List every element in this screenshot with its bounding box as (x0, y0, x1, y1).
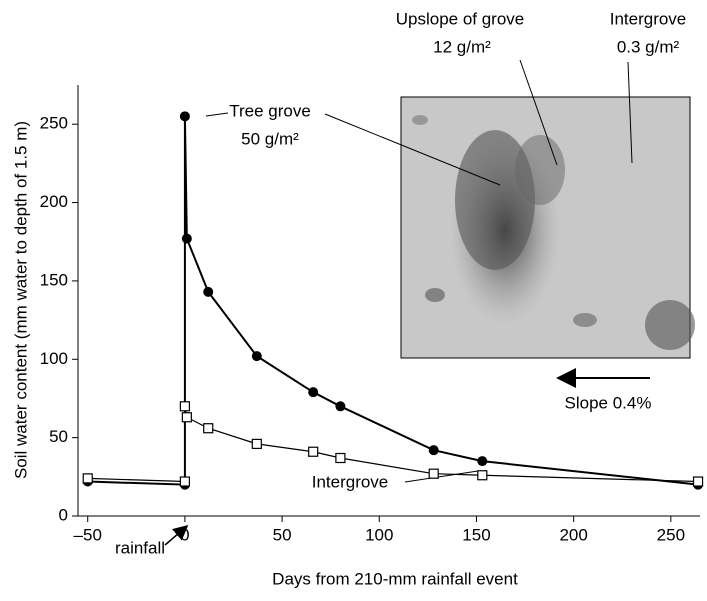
leader-line (627, 61, 633, 164)
point (335, 401, 346, 412)
x-tick-label: –50 (74, 525, 102, 544)
x-axis-title: Days from 210-mm rainfall event (272, 569, 518, 588)
rainfall-arrow (164, 525, 189, 546)
x-tick-label: 0 (180, 525, 189, 544)
point (82, 473, 93, 484)
point (179, 476, 191, 487)
x-tick-label: 250 (657, 525, 685, 544)
point (692, 476, 704, 487)
point (335, 452, 346, 464)
x-tick-label: 50 (273, 525, 292, 544)
y-tick-label: 50 (49, 427, 68, 446)
annotation: Intergrove (610, 9, 687, 28)
photo (400, 96, 695, 359)
point (203, 423, 214, 434)
x-tick-label: 100 (365, 525, 393, 544)
leader-line (404, 470, 479, 483)
y-tick-label: 200 (40, 192, 68, 211)
point (308, 446, 319, 457)
leader-line (519, 59, 558, 166)
point (251, 438, 262, 450)
point (179, 111, 190, 122)
series-label: Tree grove (229, 101, 311, 120)
point (181, 412, 192, 423)
annotation: Slope 0.4% (565, 393, 652, 412)
y-tick-label: 150 (40, 270, 68, 289)
annotation: rainfall (115, 538, 165, 557)
annotation: 50 g/m² (241, 129, 299, 148)
point (477, 456, 488, 467)
point (181, 233, 192, 244)
point (428, 468, 439, 479)
annotation: 12 g/m² (433, 37, 491, 56)
series-label: Intergrove (312, 472, 389, 491)
y-axis-title: Soil water content (mm water to depth of… (11, 121, 30, 479)
leader-line (324, 113, 501, 186)
point (203, 286, 214, 297)
annotation: Upslope of grove (396, 9, 525, 28)
x-tick-label: 200 (559, 525, 587, 544)
point (428, 445, 439, 456)
x-tick-label: 150 (462, 525, 490, 544)
series-line (87, 406, 699, 483)
y-tick-label: 100 (40, 349, 68, 368)
point (308, 387, 319, 398)
leader-line (205, 112, 229, 117)
point (251, 351, 262, 362)
annotation: 0.3 g/m² (617, 37, 680, 56)
y-tick-label: 0 (59, 505, 68, 524)
point (477, 470, 488, 481)
y-tick-label: 250 (40, 114, 68, 133)
point (179, 401, 191, 412)
